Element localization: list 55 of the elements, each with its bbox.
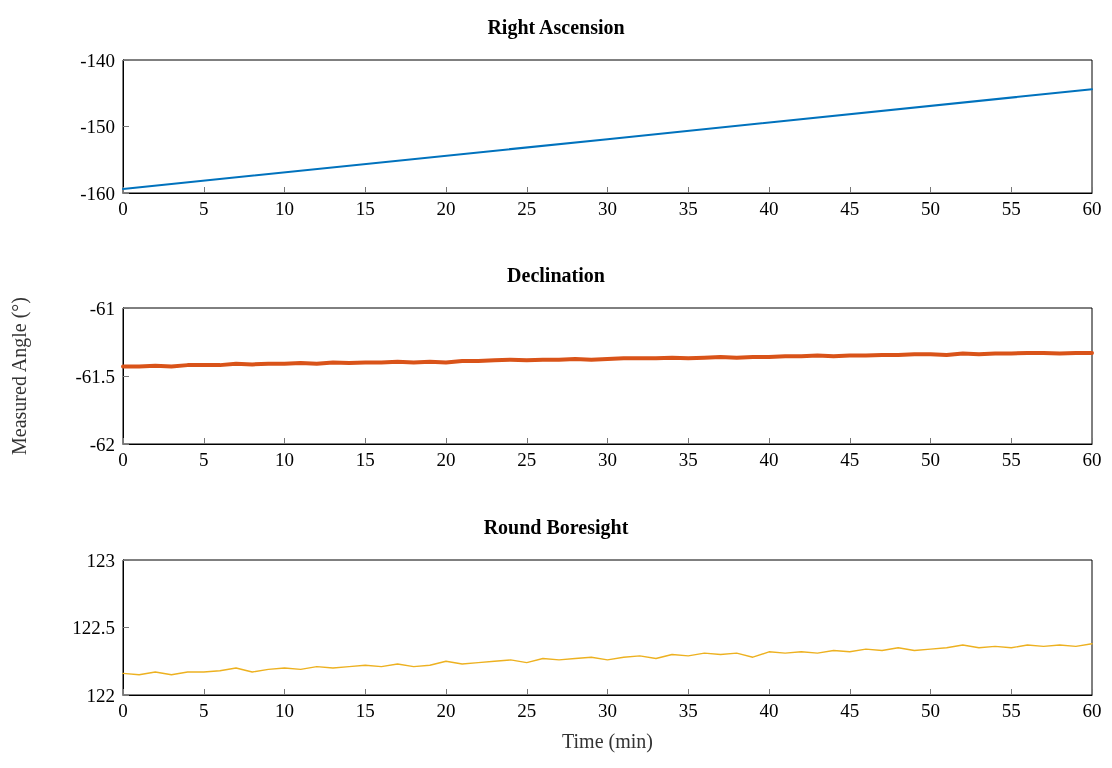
x-tick-label: 30: [598, 700, 617, 721]
chart-title: Right Ascension: [487, 16, 625, 39]
x-tick-label: 35: [678, 700, 698, 721]
x-tick-label: 5: [199, 198, 209, 219]
x-tick-label: 25: [517, 449, 537, 470]
x-tick-label: 50: [921, 700, 940, 721]
x-tick-label: 0: [118, 700, 128, 721]
x-tick-label: 45: [840, 700, 860, 721]
x-tick-label: 35: [678, 198, 698, 219]
line-series: [121, 350, 1094, 369]
x-tick-label: 55: [1001, 700, 1021, 721]
x-tick-label: 20: [436, 700, 456, 721]
y-tick-label: -62: [89, 433, 115, 455]
y-tick-label: 122: [86, 684, 115, 706]
y-tick-label: -160: [80, 182, 115, 204]
x-tick-label: 10: [275, 449, 294, 470]
x-tick-label: 55: [1001, 449, 1021, 470]
x-tick-label: 40: [759, 198, 779, 219]
x-tick-label: 15: [355, 700, 375, 721]
x-tick-label: 0: [118, 198, 128, 219]
x-tick-label: 15: [355, 449, 375, 470]
x-axis-title: Time (min): [562, 730, 653, 753]
x-tick-label: 35: [678, 449, 698, 470]
x-tick-label: 50: [921, 198, 940, 219]
x-tick-label: 30: [598, 198, 617, 219]
line-series: [122, 643, 1093, 676]
y-tick-label: -140: [80, 49, 115, 71]
chart-title: Round Boresight: [483, 516, 629, 539]
y-tick-label: 123: [86, 549, 115, 571]
y-tick-label: -61: [89, 297, 115, 319]
x-tick-label: 45: [840, 449, 860, 470]
x-tick-label: 5: [199, 449, 209, 470]
chart-title: Declination: [507, 264, 605, 286]
y-tick-label: 122.5: [72, 617, 115, 638]
x-tick-label: 60: [1082, 198, 1102, 219]
x-tick-label: 40: [759, 449, 779, 470]
x-tick-label: 10: [275, 198, 294, 219]
y-tick-label: -61.5: [75, 365, 115, 387]
x-tick-label: 30: [598, 449, 617, 470]
x-tick-label: 50: [921, 449, 940, 470]
x-tick-label: 15: [355, 198, 375, 219]
x-tick-label: 55: [1001, 198, 1021, 219]
x-tick-label: 20: [436, 198, 456, 219]
x-tick-label: 40: [759, 700, 779, 721]
x-tick-label: 0: [118, 449, 128, 470]
x-tick-label: 60: [1082, 449, 1102, 470]
y-axis-title: Measured Angle (°): [8, 297, 31, 455]
y-tick-label: -150: [80, 116, 115, 137]
x-tick-label: 10: [275, 700, 294, 721]
x-tick-label: 20: [436, 449, 456, 470]
x-tick-label: 5: [199, 700, 209, 721]
x-tick-label: 25: [517, 700, 537, 721]
x-tick-label: 60: [1082, 700, 1102, 721]
x-tick-label: 25: [517, 198, 537, 219]
x-tick-label: 45: [840, 198, 860, 219]
